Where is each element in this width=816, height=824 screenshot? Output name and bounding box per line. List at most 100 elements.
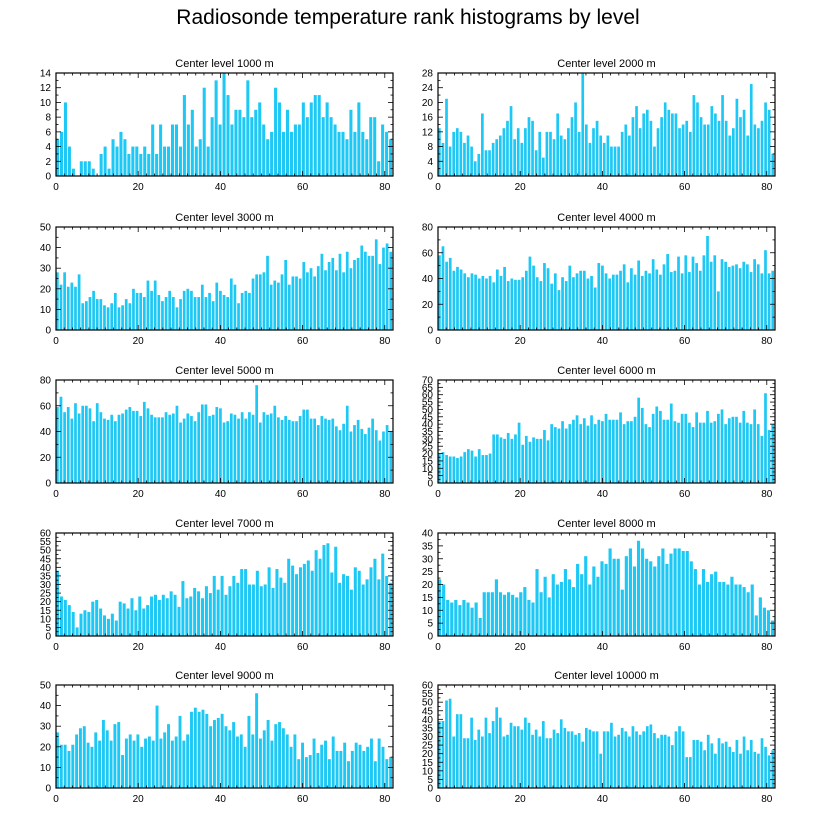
bar xyxy=(611,274,615,330)
bar xyxy=(454,599,458,636)
bar xyxy=(724,741,728,788)
bar xyxy=(59,744,63,788)
bar xyxy=(334,546,338,636)
bar xyxy=(258,422,262,483)
bar xyxy=(717,120,721,176)
bar xyxy=(278,722,282,788)
y-tick-label: 0 xyxy=(427,632,433,643)
bar xyxy=(631,117,635,176)
bar xyxy=(220,713,224,788)
bar xyxy=(706,124,710,176)
bar xyxy=(358,744,362,788)
bar xyxy=(287,419,291,483)
bar xyxy=(298,416,302,483)
bar xyxy=(564,428,568,483)
y-tick-label: 10 xyxy=(40,305,52,316)
bar xyxy=(110,613,114,636)
bar xyxy=(135,410,139,483)
bar xyxy=(753,751,757,788)
bar xyxy=(86,742,90,788)
y-tick-label: 0 xyxy=(45,479,51,490)
bar xyxy=(506,432,510,483)
panel-title: Center level 10000 m xyxy=(554,670,659,682)
bar xyxy=(321,117,325,176)
bar xyxy=(651,259,655,330)
bar xyxy=(524,128,527,176)
panel-3: Center level 3000 m 0 20 40 60 80 0 10 20 30 40 50 xyxy=(40,212,394,347)
bar-series xyxy=(438,236,775,331)
bar xyxy=(502,736,506,788)
y-tick-label: 4 xyxy=(45,142,51,153)
bar xyxy=(229,413,233,483)
y-tick-label: 8 xyxy=(45,113,51,124)
y-tick-label: 60 xyxy=(422,390,434,401)
bar xyxy=(608,419,612,483)
bar xyxy=(717,738,721,788)
bar-series xyxy=(56,693,393,788)
bar xyxy=(677,256,680,330)
bar xyxy=(703,124,706,176)
bar xyxy=(313,276,316,330)
bar xyxy=(541,721,545,788)
bar xyxy=(545,738,549,788)
bar xyxy=(95,403,99,483)
bar xyxy=(99,299,103,330)
bar xyxy=(622,264,626,330)
bar xyxy=(274,724,278,788)
bar xyxy=(179,422,182,483)
bar xyxy=(122,603,126,636)
bar xyxy=(287,558,291,636)
bar xyxy=(448,698,452,788)
bar xyxy=(135,146,139,176)
bar xyxy=(481,736,484,788)
figure-title: Radiosonde temperature rank histograms b… xyxy=(176,6,640,29)
bar xyxy=(291,565,295,636)
bar xyxy=(66,407,70,483)
bar xyxy=(766,610,771,636)
bar xyxy=(327,419,331,483)
x-tick-label: 80 xyxy=(761,794,773,805)
bar xyxy=(229,278,233,330)
bar xyxy=(78,728,82,788)
bar xyxy=(599,753,603,788)
panel-5: Center level 5000 m 0 20 40 60 80 0 20 40 60 80 xyxy=(40,365,394,500)
bar xyxy=(688,272,691,330)
bar xyxy=(445,98,448,176)
bar xyxy=(517,422,521,483)
y-tick-label: 35 xyxy=(40,571,52,582)
bar xyxy=(271,587,275,636)
bar xyxy=(579,270,583,330)
bar xyxy=(197,297,201,330)
bar xyxy=(510,278,514,330)
x-tick-label: 20 xyxy=(515,794,527,805)
bar xyxy=(746,135,750,176)
bar xyxy=(514,434,517,483)
bar xyxy=(456,266,459,330)
bar xyxy=(495,139,499,176)
bar xyxy=(617,734,620,788)
bar xyxy=(546,440,550,483)
bar xyxy=(337,131,341,176)
bar xyxy=(684,413,688,483)
bar xyxy=(347,761,350,788)
y-tick-label: 10 xyxy=(422,606,434,617)
bar xyxy=(369,567,373,636)
bar xyxy=(452,456,456,483)
bar xyxy=(155,705,159,788)
bar xyxy=(653,146,656,176)
bar xyxy=(484,150,488,176)
bar xyxy=(170,740,174,788)
bar xyxy=(219,290,222,330)
x-tick-label: 80 xyxy=(379,489,391,500)
bar xyxy=(767,273,771,330)
y-tick-label: 0 xyxy=(45,326,51,337)
bar xyxy=(649,120,653,176)
bar xyxy=(218,124,222,176)
bar xyxy=(699,117,703,176)
bar xyxy=(771,750,775,788)
bar xyxy=(635,731,638,788)
bar xyxy=(248,584,252,636)
bar xyxy=(606,135,610,176)
bar xyxy=(624,124,628,176)
bar xyxy=(306,560,310,636)
